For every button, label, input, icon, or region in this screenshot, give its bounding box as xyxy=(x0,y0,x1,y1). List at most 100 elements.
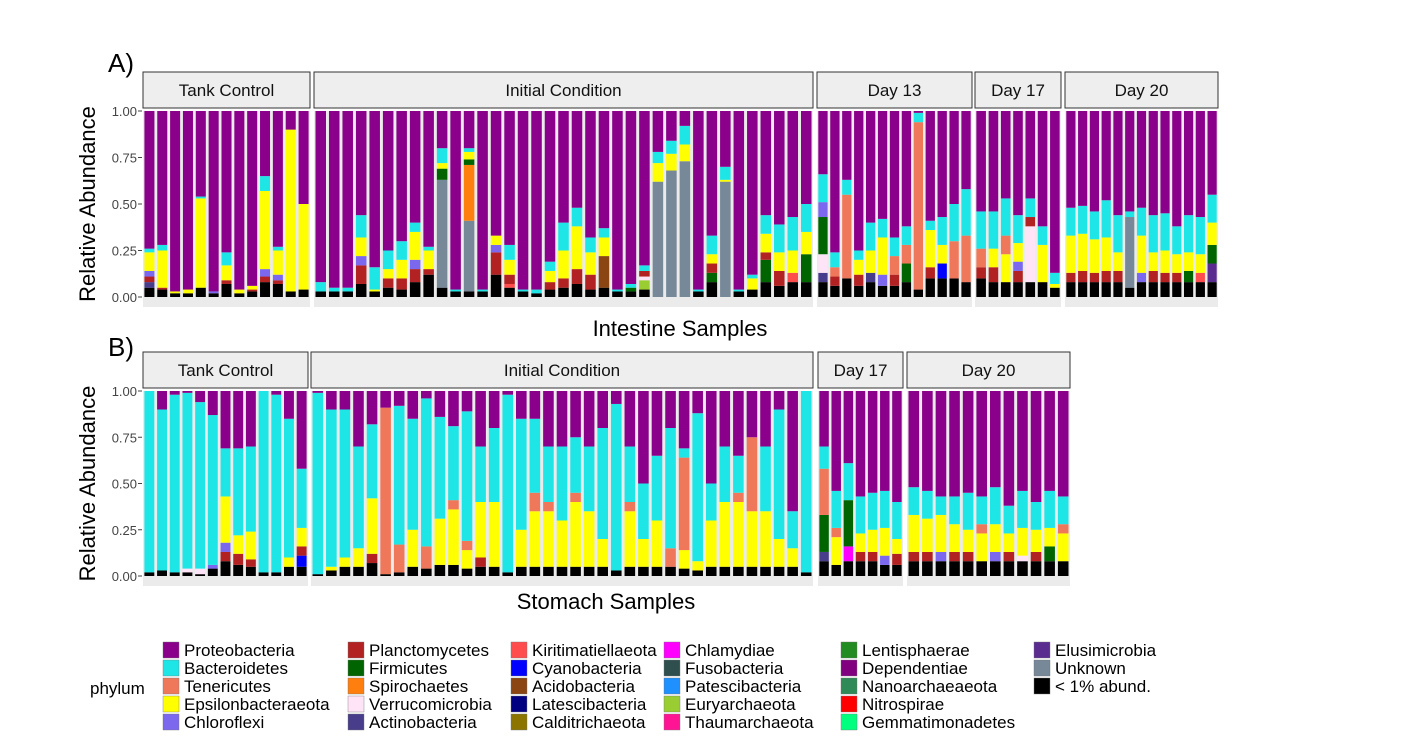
bar-segment xyxy=(889,285,900,297)
bar-segment xyxy=(1003,551,1015,562)
bar-segment xyxy=(296,566,307,576)
bar-segment xyxy=(490,244,502,253)
bar-segment xyxy=(409,111,421,223)
bar-segment xyxy=(1125,217,1135,288)
y-tick-label: 0.00 xyxy=(112,290,137,305)
bar-segment xyxy=(639,289,650,297)
bar-segment xyxy=(866,282,876,297)
bar-segment xyxy=(448,564,459,576)
bar-segment xyxy=(867,529,878,552)
bar-segment xyxy=(1160,213,1170,251)
bar-segment xyxy=(705,520,717,567)
bar-segment xyxy=(245,446,256,532)
bar-segment xyxy=(705,566,717,576)
bar-segment xyxy=(558,287,569,297)
bar-segment xyxy=(747,274,758,279)
legend-title: phylum xyxy=(90,679,145,698)
bar-segment xyxy=(448,500,459,510)
bar-segment xyxy=(1003,505,1015,534)
bar-segment xyxy=(880,391,890,491)
bar-segment xyxy=(1037,282,1048,297)
legend-swatch xyxy=(663,677,681,695)
bar-segment xyxy=(157,244,168,251)
bar-segment xyxy=(1000,235,1011,255)
bar-segment xyxy=(355,256,367,266)
bar-segment xyxy=(612,291,623,297)
bar-segment xyxy=(1125,211,1135,218)
legend-swatch xyxy=(663,659,681,677)
bar-segment xyxy=(382,250,394,270)
facet-panel xyxy=(907,391,1070,586)
bar-segment xyxy=(421,546,432,569)
legend-swatch xyxy=(347,677,365,695)
bar-segment xyxy=(380,391,391,408)
bar-segment xyxy=(1050,283,1060,288)
bar-segment xyxy=(558,111,569,223)
bar-segment xyxy=(1160,282,1170,297)
bar-segment xyxy=(409,282,421,297)
bar-segment xyxy=(543,391,554,447)
bar-segment xyxy=(382,269,394,279)
bar-segment xyxy=(949,241,959,279)
bar-segment xyxy=(260,111,271,177)
bar-segment xyxy=(787,391,798,512)
bar-segment xyxy=(1057,561,1069,576)
legend-label: Gemmatimonadetes xyxy=(862,713,1015,732)
bar-segment xyxy=(1089,272,1100,283)
bar-segment xyxy=(1066,282,1076,297)
bar-segment xyxy=(195,568,206,575)
facet-label: Day 17 xyxy=(991,81,1045,100)
bar-segment xyxy=(585,237,596,253)
legend-label: Kiritimatiellaeota xyxy=(532,641,657,660)
bar-segment xyxy=(818,217,828,255)
bar-segment xyxy=(800,391,812,573)
bar-segment xyxy=(1136,111,1147,208)
legend-label: Verrucomicrobia xyxy=(369,695,492,714)
bar-segment xyxy=(800,231,812,255)
bar-segment xyxy=(144,111,155,249)
bar-segment xyxy=(169,394,180,573)
legend-swatch xyxy=(1033,641,1051,659)
bar-segment xyxy=(516,391,527,419)
bar-segment xyxy=(1057,524,1069,534)
bar-segment xyxy=(989,551,1001,562)
bar-segment xyxy=(935,561,947,576)
bar-segment xyxy=(407,529,419,567)
bar-segment xyxy=(989,524,1001,552)
bar-segment xyxy=(639,111,650,266)
bar-segment xyxy=(961,235,971,283)
bar-segment xyxy=(706,235,718,255)
bar-segment xyxy=(638,483,649,539)
bar-segment xyxy=(339,391,351,410)
bar-segment xyxy=(407,391,419,419)
bar-segment xyxy=(1044,546,1055,562)
bar-segment xyxy=(598,256,610,288)
bar-segment xyxy=(1013,261,1023,271)
bar-segment xyxy=(1078,270,1088,283)
bar-segment xyxy=(800,111,812,204)
bar-segment xyxy=(1003,391,1015,506)
bar-segment xyxy=(976,533,988,562)
bar-segment xyxy=(382,287,394,297)
bar-segment xyxy=(949,496,960,525)
legend-label: Acidobacteria xyxy=(532,677,636,696)
bar-segment xyxy=(585,274,596,290)
y-tick-label: 0.50 xyxy=(112,197,137,212)
bar-segment xyxy=(157,570,167,576)
bar-segment xyxy=(369,267,380,290)
bar-segment xyxy=(315,282,327,292)
bar-segment xyxy=(517,111,529,290)
bar-segment xyxy=(625,283,637,288)
bar-segment xyxy=(233,564,244,576)
bar-segment xyxy=(665,428,676,549)
bar-segment xyxy=(760,252,772,260)
bar-segment xyxy=(1025,198,1036,218)
bar-segment xyxy=(1172,282,1182,297)
y-tick-label: 1.00 xyxy=(112,104,137,119)
bar-segment xyxy=(922,518,933,552)
bar-segment xyxy=(733,111,745,290)
bar-segment xyxy=(760,566,771,576)
bar-segment xyxy=(962,492,974,530)
bar-segment xyxy=(247,111,258,286)
bar-segment xyxy=(504,111,515,245)
